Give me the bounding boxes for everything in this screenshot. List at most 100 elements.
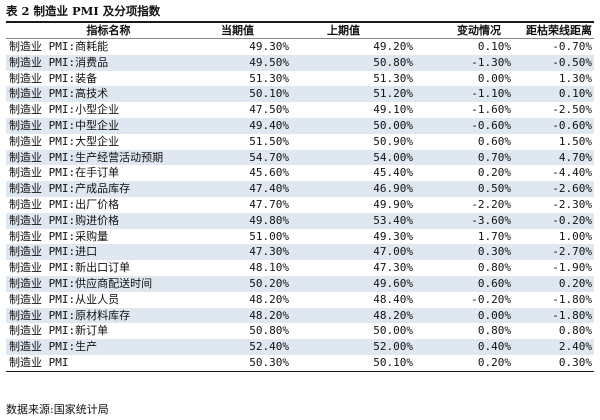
cell-change: -0.60% [471, 118, 511, 132]
header-change: 变动情况 [457, 24, 501, 37]
cell-indicator-name: 制造业 PMI:新出口订单 [9, 261, 131, 275]
cell-change: 0.70% [477, 150, 511, 164]
cell-previous-value: 49.90% [373, 197, 413, 211]
cell-distance-to-50: -4.40% [552, 166, 592, 180]
cell-current-value: 51.00% [249, 229, 289, 243]
cell-current-value: 51.30% [249, 71, 289, 85]
cell-distance-to-50: 1.30% [558, 71, 592, 85]
data-source: 数据来源:国家统计局 [6, 403, 109, 416]
cell-current-value: 48.10% [249, 261, 289, 275]
cell-previous-value: 50.80% [373, 55, 413, 69]
cell-distance-to-50: -1.80% [552, 308, 592, 322]
cell-current-value: 52.40% [249, 340, 289, 354]
cell-previous-value: 45.40% [373, 166, 413, 180]
cell-distance-to-50: -1.80% [552, 292, 592, 306]
cell-current-value: 50.30% [249, 355, 289, 369]
cell-distance-to-50: -0.50% [552, 55, 592, 69]
table-row: 制造业 PMI:消费品 49.50% 50.80% -1.30% -0.50% [6, 54, 594, 71]
cell-previous-value: 46.90% [373, 182, 413, 196]
cell-current-value: 50.80% [249, 324, 289, 338]
table-body: 制造业 PMI:商耗能 49.30% 49.20% 0.10% -0.70% 制造业 PM… [6, 39, 594, 371]
cell-previous-value: 49.30% [373, 229, 413, 243]
cell-change: 0.80% [477, 261, 511, 275]
cell-change: 0.30% [477, 245, 511, 259]
table-row: 制造业 PMI:大型企业 51.50% 50.90% 0.60% 1.50% [6, 134, 594, 150]
cell-change: -2.20% [471, 197, 511, 211]
cell-indicator-name: 制造业 PMI:原材料库存 [9, 308, 131, 322]
cell-previous-value: 50.00% [373, 324, 413, 338]
cell-distance-to-50: -1.90% [552, 261, 592, 275]
table-title: 表 2 制造业 PMI 及分项指数 [6, 4, 161, 18]
cell-current-value: 50.10% [249, 87, 289, 101]
cell-indicator-name: 制造业 PMI:在手订单 [9, 166, 120, 180]
table-row: 制造业 PMI:新订单 50.80% 50.00% 0.80% 0.80% [6, 323, 594, 339]
table-row: 制造业 PMI:在手订单 45.60% 45.40% 0.20% -4.40% [6, 165, 594, 181]
cell-change: 0.20% [477, 166, 511, 180]
cell-previous-value: 51.20% [373, 87, 413, 101]
cell-current-value: 49.80% [249, 213, 289, 227]
cell-previous-value: 49.10% [373, 103, 413, 117]
cell-change: 0.00% [477, 308, 511, 322]
cell-distance-to-50: -2.30% [552, 197, 592, 211]
cell-distance-to-50: 0.20% [558, 276, 592, 290]
cell-distance-to-50: 0.10% [558, 87, 592, 101]
cell-previous-value: 48.20% [373, 308, 413, 322]
table-row: 制造业 PMI:小型企业 47.50% 49.10% -1.60% -2.50% [6, 102, 594, 118]
cell-current-value: 49.30% [249, 40, 289, 53]
cell-previous-value: 49.20% [373, 40, 413, 53]
table-row: 制造业 PMI:中型企业 49.40% 50.00% -0.60% -0.60% [6, 117, 594, 134]
cell-distance-to-50: 1.00% [558, 229, 592, 243]
cell-indicator-name: 制造业 PMI:供应商配送时间 [9, 276, 153, 290]
cell-previous-value: 53.40% [373, 213, 413, 227]
table-row: 制造业 PMI 50.30% 50.10% 0.20% 0.30% [6, 355, 594, 371]
table-row: 制造业 PMI:生产经营活动预期 54.70% 54.00% 0.70% 4.70% [6, 149, 594, 166]
cell-change: 0.60% [477, 134, 511, 148]
table-row: 制造业 PMI:原材料库存 48.20% 48.20% 0.00% -1.80% [6, 307, 594, 324]
cell-indicator-name: 制造业 PMI:小型企业 [9, 103, 120, 117]
cell-change: 0.40% [477, 340, 511, 354]
header-distance-to-50: 距枯荣线距离 [526, 24, 592, 37]
cell-current-value: 50.20% [249, 276, 289, 290]
table-row: 制造业 PMI:生产 52.40% 52.00% 0.40% 2.40% [6, 339, 594, 355]
cell-change: 0.00% [477, 71, 511, 85]
cell-distance-to-50: 0.30% [558, 355, 592, 369]
cell-previous-value: 47.30% [373, 261, 413, 275]
pmi-table: 指标名称 当期值 上期值 变动情况 距枯荣线距离 制造业 PMI:商耗能 49.3… [6, 21, 594, 372]
cell-previous-value: 52.00% [373, 340, 413, 354]
cell-indicator-name: 制造业 PMI:购进价格 [9, 213, 120, 227]
cell-current-value: 48.20% [249, 308, 289, 322]
cell-previous-value: 51.30% [373, 71, 413, 85]
cell-previous-value: 48.40% [373, 292, 413, 306]
table-row: 制造业 PMI:高技术 50.10% 51.20% -1.10% 0.10% [6, 86, 594, 103]
header-previous-value: 上期值 [327, 24, 360, 37]
cell-indicator-name: 制造业 PMI:生产经营活动预期 [9, 150, 164, 164]
table-row: 制造业 PMI:从业人员 48.20% 48.40% -0.20% -1.80% [6, 292, 594, 308]
header-indicator-name: 指标名称 [86, 24, 131, 37]
cell-current-value: 47.30% [249, 245, 289, 259]
cell-distance-to-50: -2.60% [552, 182, 592, 196]
cell-previous-value: 49.60% [373, 276, 413, 290]
cell-indicator-name: 制造业 PMI:消费品 [9, 55, 109, 69]
table-row: 制造业 PMI:出厂价格 47.70% 49.90% -2.20% -2.30% [6, 197, 594, 213]
cell-indicator-name: 制造业 PMI:高技术 [9, 87, 109, 101]
cell-previous-value: 50.90% [373, 134, 413, 148]
cell-change: 0.50% [477, 182, 511, 196]
cell-indicator-name: 制造业 PMI:进口 [9, 245, 98, 259]
cell-indicator-name: 制造业 PMI:采购量 [9, 229, 109, 243]
cell-current-value: 48.20% [249, 292, 289, 306]
cell-change: 1.70% [477, 229, 511, 243]
cell-change: -0.20% [471, 292, 511, 306]
cell-current-value: 47.50% [249, 103, 289, 117]
cell-distance-to-50: 0.80% [558, 324, 592, 338]
table-row: 制造业 PMI:商耗能 49.30% 49.20% 0.10% -0.70% [6, 39, 594, 55]
cell-previous-value: 50.10% [373, 355, 413, 369]
cell-previous-value: 50.00% [373, 118, 413, 132]
cell-distance-to-50: -0.60% [552, 118, 592, 132]
cell-distance-to-50: 1.50% [558, 134, 592, 148]
cell-indicator-name: 制造业 PMI:中型企业 [9, 118, 120, 132]
cell-indicator-name: 制造业 PMI:生产 [9, 340, 98, 354]
cell-distance-to-50: -0.20% [552, 213, 592, 227]
cell-indicator-name: 制造业 PMI:商耗能 [9, 40, 109, 53]
cell-current-value: 51.50% [249, 134, 289, 148]
cell-previous-value: 54.00% [373, 150, 413, 164]
